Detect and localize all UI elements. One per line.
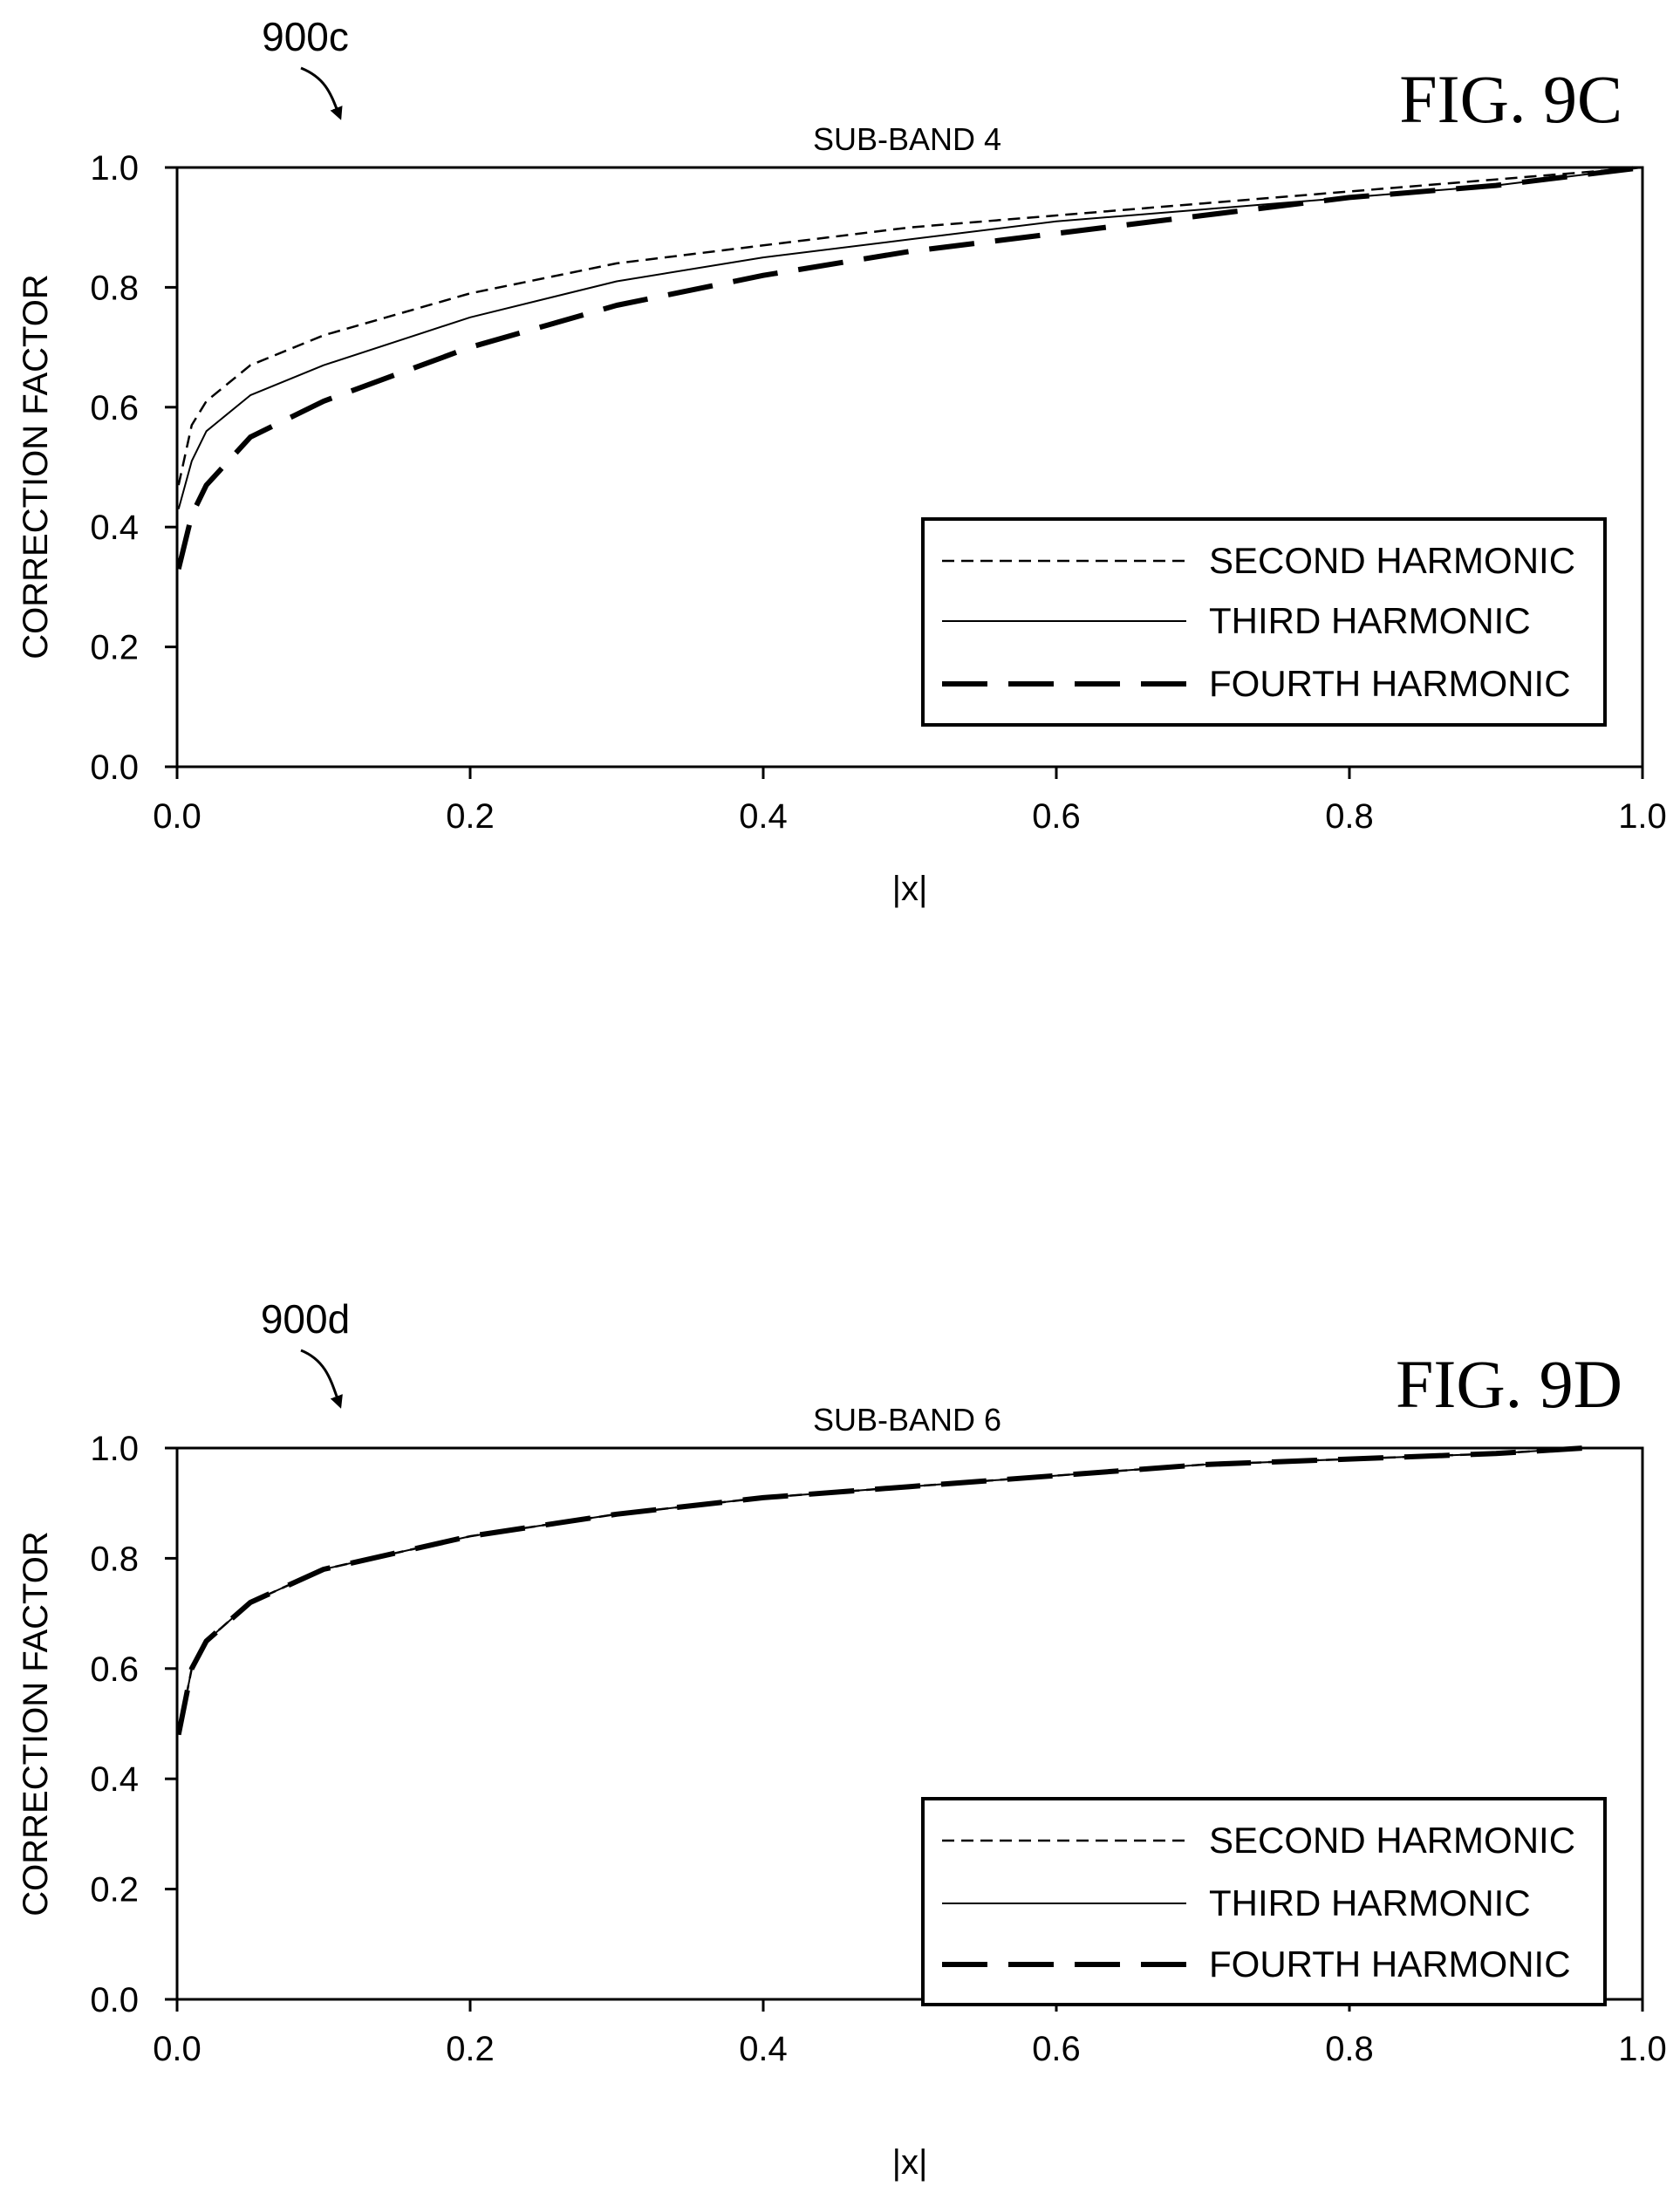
y-tick-label: 0.0 (90, 1981, 139, 2019)
series-line-third-harmonic (177, 1447, 1584, 1735)
y-tick-label: 0.4 (90, 509, 139, 547)
y-tick-label: 0.6 (90, 389, 139, 427)
x-axis-label: |x| (892, 870, 928, 908)
legend-label-fourth-harmonic: FOURTH HARMONIC (1209, 663, 1571, 704)
tick-layer: 0.0 0.2 0.4 0.6 0.8 1.0 0.0 0.2 0.4 0.6 0.8 1.0 (90, 149, 1666, 836)
figure-label: FIG. 9C (1399, 61, 1622, 137)
legend-label-second-harmonic: SECOND HARMONIC (1209, 1820, 1575, 1861)
chart-sub-band-4: 900c FIG. 9C SUB-BAND 4 0.0 0.2 0.4 0.6 0.8 1… (17, 14, 1667, 908)
y-tick-label: 0.2 (90, 629, 139, 667)
ref-arrow (300, 1349, 343, 1409)
series-line-third-harmonic (177, 167, 1643, 509)
x-axis-label: |x| (892, 2143, 928, 2182)
y-tick-label: 0.2 (90, 1871, 139, 1909)
x-tick-label: 0.2 (446, 797, 495, 836)
ref-arrow (300, 66, 343, 120)
chart-title: SUB-BAND 6 (813, 1402, 1001, 1438)
x-tick-label: 0.8 (1325, 797, 1374, 836)
y-tick-label: 1.0 (90, 149, 139, 188)
series-layer (175, 165, 1643, 570)
plot-frame (175, 1446, 1644, 2001)
legend-label-second-harmonic: SECOND HARMONIC (1209, 540, 1575, 581)
x-tick-label: 0.2 (446, 2030, 495, 2068)
x-tick-label: 1.0 (1618, 797, 1667, 836)
y-axis-label: CORRECTION FACTOR (17, 274, 55, 659)
chart-title: SUB-BAND 4 (813, 121, 1001, 157)
tick-layer: 0.0 0.2 0.4 0.6 0.8 1.0 0.0 0.2 0.4 0.6 0.8 1.0 (90, 1430, 1666, 2068)
x-tick-label: 0.4 (739, 797, 788, 836)
x-tick-label: 0.0 (153, 797, 201, 836)
x-tick-label: 0.6 (1032, 797, 1081, 836)
ref-label-900d: 900d (261, 1296, 350, 1342)
x-tick-label: 0.6 (1032, 2030, 1081, 2068)
y-tick-label: 0.0 (90, 748, 139, 787)
series-layer (175, 1445, 1584, 1736)
y-tick-label: 0.4 (90, 1760, 139, 1799)
ref-label-900c: 900c (262, 14, 349, 59)
y-tick-label: 0.6 (90, 1650, 139, 1689)
x-tick-label: 0.0 (153, 2030, 201, 2068)
series-line-fourth-harmonic (175, 1445, 1584, 1736)
y-axis-label: CORRECTION FACTOR (17, 1531, 55, 1916)
series-line-fourth-harmonic (175, 165, 1643, 570)
legend-label-third-harmonic: THIRD HARMONIC (1209, 600, 1531, 641)
legend: SECOND HARMONIC THIRD HARMONIC FOURTH HA… (921, 1797, 1607, 2006)
y-tick-label: 0.8 (90, 269, 139, 307)
x-tick-label: 1.0 (1618, 2030, 1667, 2068)
x-tick-label: 0.8 (1325, 2030, 1374, 2068)
legend: SECOND HARMONIC THIRD HARMONIC FOURTH HA… (921, 517, 1607, 727)
chart-sub-band-6: 900d FIG. 9D SUB-BAND 6 0.0 0.2 0.4 0.6 0.8 1… (17, 1296, 1667, 2182)
y-tick-label: 0.8 (90, 1540, 139, 1578)
series-line-second-harmonic (177, 166, 1643, 486)
x-tick-label: 0.4 (739, 2030, 788, 2068)
figure-label: FIG. 9D (1396, 1346, 1622, 1422)
legend-label-third-harmonic: THIRD HARMONIC (1209, 1882, 1531, 1923)
y-tick-label: 1.0 (90, 1430, 139, 1468)
legend-label-fourth-harmonic: FOURTH HARMONIC (1209, 1944, 1571, 1985)
plot-frame (175, 166, 1644, 769)
legend-frame (921, 1797, 1607, 2006)
